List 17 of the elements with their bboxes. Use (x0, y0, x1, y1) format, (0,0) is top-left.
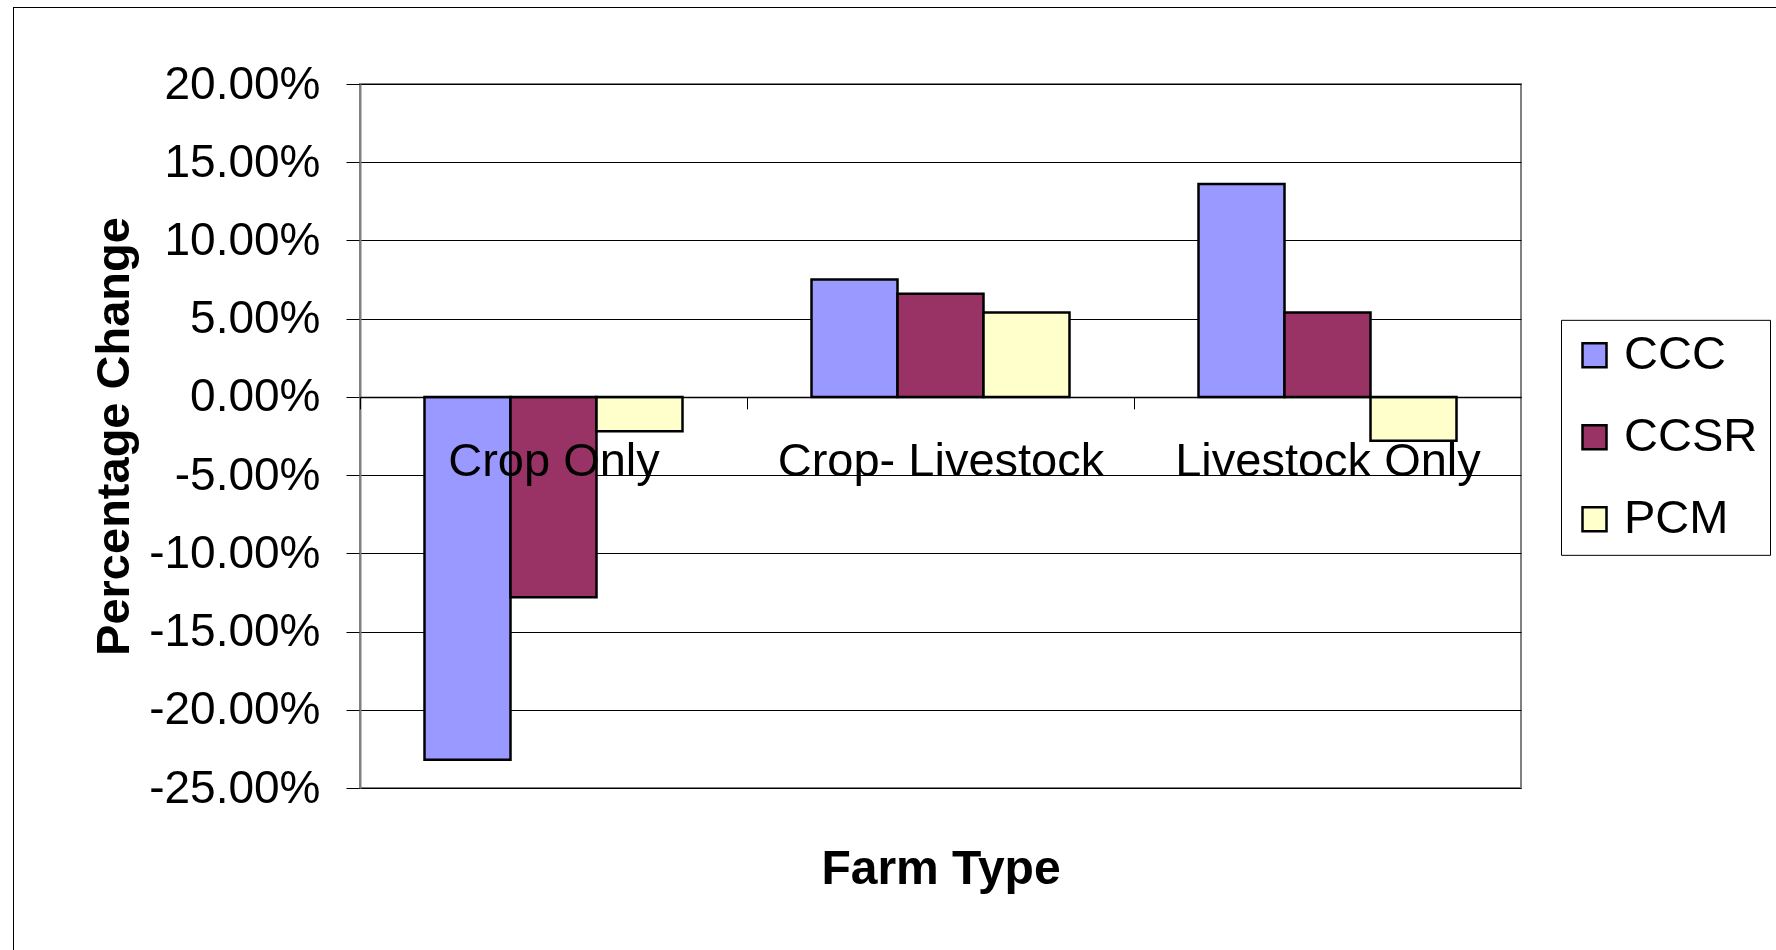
legend-label: CCSR (1624, 408, 1758, 462)
x-tick-label: Livestock Only (1175, 433, 1482, 487)
y-tick-label: -10.00% (149, 525, 321, 578)
y-tick-label: 5.00% (190, 291, 321, 344)
legend-label: PCM (1624, 490, 1729, 544)
y-tick-label: 10.00% (164, 212, 321, 265)
y-tick-label: -20.00% (149, 682, 321, 735)
y-tick-label: 20.00% (164, 56, 321, 109)
y-axis-title: Percentage Change (85, 217, 139, 656)
x-axis-title: Farm Type (821, 840, 1061, 894)
legend-label: CCC (1624, 326, 1726, 380)
x-tick-label: Crop- Livestock (777, 433, 1105, 487)
y-tick-label: -25.00% (149, 760, 321, 813)
y-tick-label: 0.00% (190, 369, 321, 422)
y-tick-label: 15.00% (164, 134, 321, 187)
y-tick-label: -15.00% (149, 604, 321, 657)
y-tick-label: -5.00% (174, 447, 321, 500)
